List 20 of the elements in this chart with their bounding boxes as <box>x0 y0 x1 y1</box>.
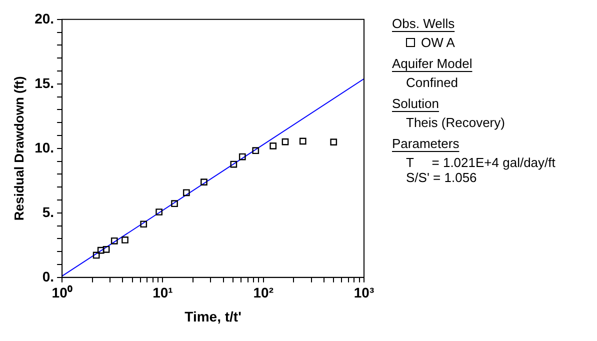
y-axis-title: Residual Drawdown (ft) <box>11 76 26 221</box>
text: Theis (Recovery) <box>406 115 506 130</box>
legend-label: OW A <box>421 35 455 50</box>
legend-title: Obs. Wells <box>392 16 456 31</box>
x-tick-label: 10⁰ <box>52 284 72 301</box>
text: Solution <box>392 96 440 111</box>
text: Confined <box>406 75 460 90</box>
text: Parameters <box>392 136 460 151</box>
text: Aquifer Model <box>392 56 474 71</box>
x-tick-label: 10² <box>253 284 274 301</box>
text: S/S' = 1.056 <box>406 170 478 185</box>
x-tick-label: 10¹ <box>152 284 174 301</box>
y-tick-label: 20. <box>34 10 54 26</box>
x-axis-title: Time, t/t' <box>184 308 242 324</box>
y-tick-label: 10. <box>34 139 54 156</box>
y-tick-label: 15. <box>34 74 54 91</box>
y-tick-label: 0. <box>42 268 54 284</box>
y-tick-label: 5. <box>42 204 54 220</box>
text: T = 1.021E+4 gal/day/ft <box>406 155 556 170</box>
x-tick-label: 10³ <box>354 284 374 301</box>
